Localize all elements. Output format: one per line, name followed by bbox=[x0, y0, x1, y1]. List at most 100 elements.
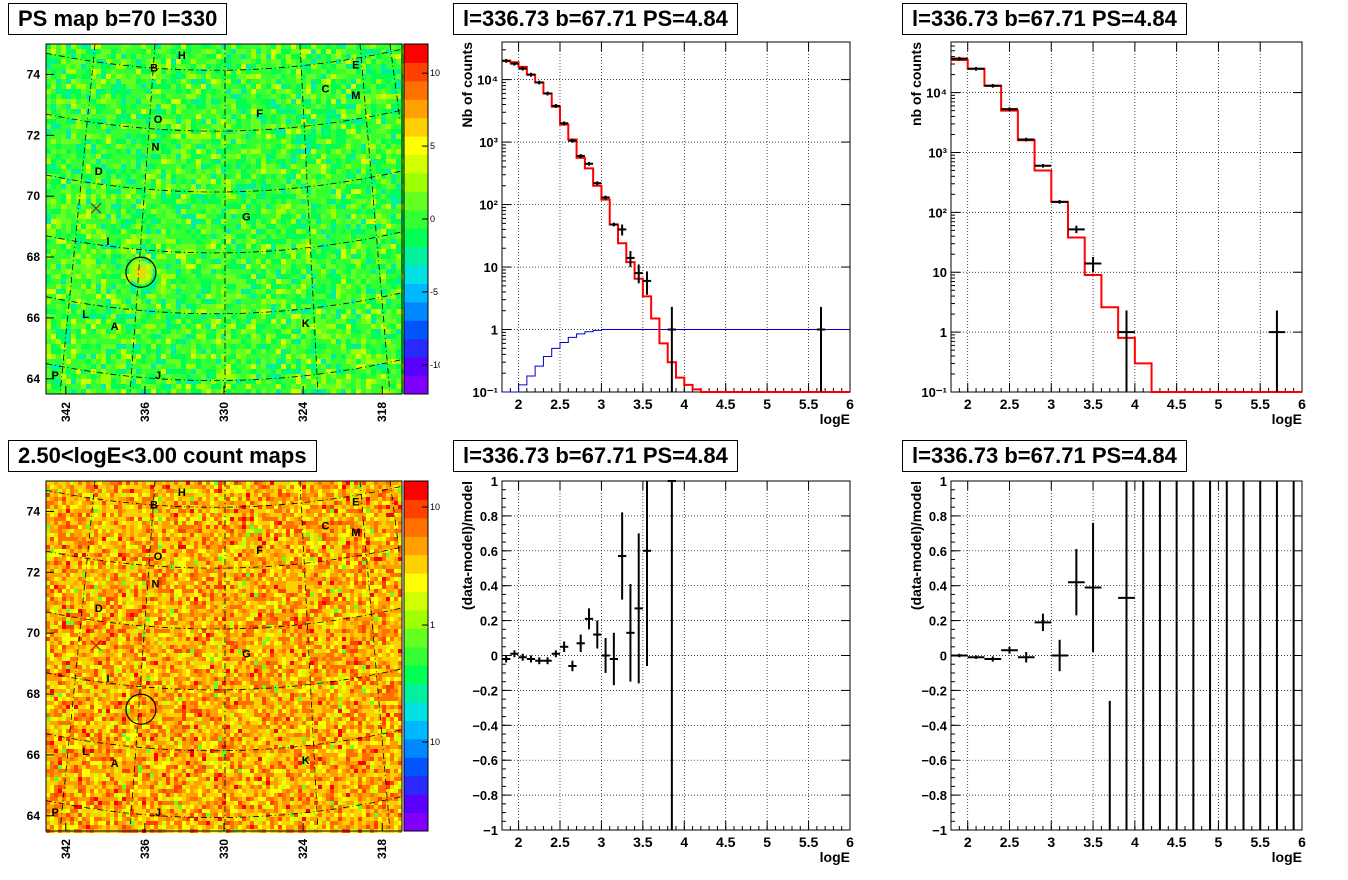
map-pixel bbox=[201, 144, 206, 149]
map-pixel bbox=[221, 244, 226, 249]
map-pixel bbox=[296, 109, 301, 114]
map-pixel bbox=[136, 159, 141, 164]
map-pixel bbox=[211, 184, 216, 189]
map-pixel bbox=[156, 264, 161, 269]
map-pixel bbox=[161, 129, 166, 134]
map-pixel bbox=[246, 309, 251, 314]
map-pixel bbox=[326, 269, 331, 274]
map-pixel bbox=[261, 324, 266, 329]
map-pixel bbox=[381, 224, 386, 229]
map-pixel bbox=[126, 204, 131, 209]
map-pixel bbox=[191, 104, 196, 109]
map-pixel bbox=[366, 164, 371, 169]
map-pixel bbox=[206, 174, 211, 179]
map-pixel bbox=[171, 354, 176, 359]
map-pixel bbox=[51, 209, 56, 214]
map-pixel bbox=[286, 349, 291, 354]
map-pixel bbox=[66, 224, 71, 229]
map-pixel bbox=[211, 264, 216, 269]
map-pixel bbox=[351, 334, 356, 339]
map-pixel bbox=[276, 299, 281, 304]
map-pixel bbox=[111, 254, 116, 259]
map-pixel bbox=[116, 94, 121, 99]
map-pixel bbox=[161, 294, 166, 299]
map-pixel bbox=[356, 324, 361, 329]
map-pixel bbox=[191, 89, 196, 94]
map-pixel bbox=[206, 169, 211, 174]
map-pixel bbox=[301, 274, 306, 279]
map-pixel bbox=[136, 84, 141, 89]
map-pixel bbox=[61, 134, 66, 139]
map-pixel bbox=[266, 314, 271, 319]
map-pixel bbox=[91, 129, 96, 134]
map-pixel bbox=[196, 354, 201, 359]
map-pixel bbox=[241, 134, 246, 139]
map-pixel bbox=[156, 44, 161, 49]
map-pixel bbox=[96, 54, 101, 59]
map-pixel bbox=[321, 159, 326, 164]
map-pixel bbox=[201, 129, 206, 134]
map-pixel bbox=[281, 299, 286, 304]
map-pixel bbox=[116, 59, 121, 64]
map-pixel bbox=[381, 344, 386, 349]
map-pixel bbox=[266, 374, 271, 379]
map-pixel bbox=[186, 339, 191, 344]
map-pixel bbox=[376, 239, 381, 244]
map-pixel bbox=[276, 49, 281, 54]
map-pixel bbox=[396, 259, 401, 264]
map-pixel bbox=[176, 384, 181, 389]
map-pixel bbox=[156, 379, 161, 384]
map-pixel bbox=[391, 179, 396, 184]
map-pixel bbox=[296, 214, 301, 219]
map-pixel bbox=[221, 249, 226, 254]
map-pixel bbox=[231, 349, 236, 354]
map-pixel bbox=[266, 339, 271, 344]
map-pixel bbox=[356, 194, 361, 199]
map-pixel bbox=[216, 159, 221, 164]
map-pixel bbox=[376, 99, 381, 104]
map-pixel bbox=[276, 329, 281, 334]
map-pixel bbox=[201, 319, 206, 324]
map-pixel bbox=[146, 254, 151, 259]
map-pixel bbox=[206, 349, 211, 354]
map-pixel bbox=[156, 234, 161, 239]
map-pixel bbox=[351, 214, 356, 219]
map-pixel bbox=[56, 259, 61, 264]
map-pixel bbox=[61, 159, 66, 164]
map-pixel bbox=[296, 354, 301, 359]
map-pixel bbox=[206, 194, 211, 199]
map-pixel bbox=[396, 214, 401, 219]
map-pixel bbox=[116, 209, 121, 214]
map-pixel bbox=[91, 79, 96, 84]
map-pixel bbox=[296, 194, 301, 199]
map-pixel bbox=[386, 164, 391, 169]
map-pixel bbox=[111, 389, 116, 394]
map-pixel bbox=[311, 239, 316, 244]
map-pixel bbox=[351, 189, 356, 194]
map-pixel bbox=[216, 234, 221, 239]
map-pixel bbox=[356, 159, 361, 164]
map-pixel bbox=[321, 189, 326, 194]
map-pixel bbox=[191, 254, 196, 259]
map-pixel bbox=[366, 94, 371, 99]
map-pixel bbox=[321, 244, 326, 249]
map-pixel bbox=[176, 284, 181, 289]
map-pixel bbox=[96, 349, 101, 354]
map-pixel bbox=[296, 104, 301, 109]
map-pixel bbox=[166, 99, 171, 104]
map-pixel bbox=[231, 279, 236, 284]
map-pixel bbox=[291, 229, 296, 234]
map-pixel bbox=[151, 229, 156, 234]
map-pixel bbox=[226, 314, 231, 319]
map-pixel bbox=[141, 164, 146, 169]
map-pixel bbox=[286, 179, 291, 184]
map-pixel bbox=[211, 374, 216, 379]
map-pixel bbox=[236, 234, 241, 239]
map-pixel bbox=[146, 99, 151, 104]
map-pixel bbox=[291, 369, 296, 374]
map-pixel bbox=[106, 129, 111, 134]
map-pixel bbox=[246, 49, 251, 54]
map-pixel bbox=[211, 209, 216, 214]
map-pixel bbox=[101, 389, 106, 394]
map-pixel bbox=[261, 279, 266, 284]
